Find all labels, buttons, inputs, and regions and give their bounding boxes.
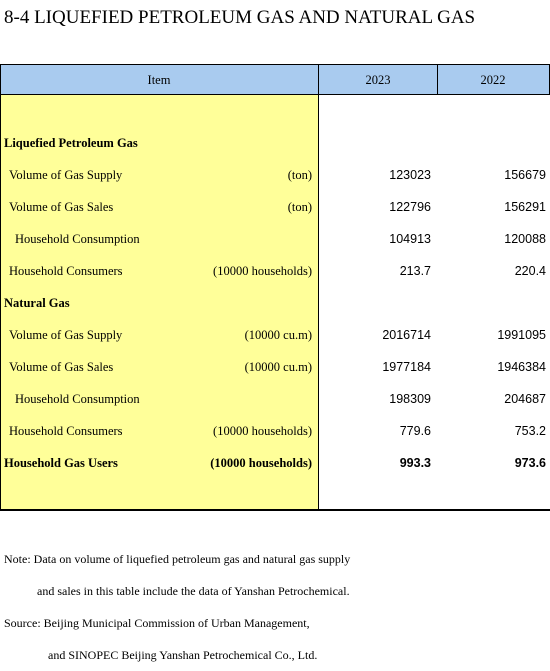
row-label: Household Consumption bbox=[15, 231, 140, 246]
col-divider bbox=[437, 64, 438, 95]
cell-value: 1977184 bbox=[382, 359, 431, 374]
cell-value: 753.2 bbox=[514, 423, 546, 438]
row-unit: (10000 cu.m) bbox=[244, 327, 312, 342]
cell-value: 104913 bbox=[389, 231, 431, 246]
cell-value: 993.3 bbox=[399, 455, 431, 470]
cell-value: 120088 bbox=[504, 231, 546, 246]
row-label: Household Gas Users bbox=[4, 455, 118, 470]
column-header: 2022 bbox=[480, 72, 506, 87]
row-label: Volume of Gas Supply bbox=[9, 167, 123, 182]
row-label: Liquefied Petroleum Gas bbox=[4, 135, 138, 150]
cell-value: 1946384 bbox=[497, 359, 546, 374]
cell-value: 156679 bbox=[504, 167, 546, 182]
note: Note: Data on volume of liquefied petrol… bbox=[4, 552, 351, 566]
left-border bbox=[0, 64, 1, 510]
row-unit: (10000 households) bbox=[213, 263, 312, 278]
cell-value: 779.6 bbox=[399, 423, 431, 438]
row-label: Natural Gas bbox=[4, 295, 70, 310]
note: and sales in this table include the data… bbox=[37, 584, 350, 598]
row-unit: (10000 households) bbox=[213, 423, 312, 438]
row-unit: (10000 households) bbox=[210, 455, 312, 470]
cell-value: 1991095 bbox=[497, 327, 546, 342]
item-column bbox=[0, 95, 318, 510]
column-header: 2023 bbox=[365, 72, 391, 87]
cell-value: 198309 bbox=[389, 391, 431, 406]
cell-value: 123023 bbox=[389, 167, 431, 182]
cell-value: 156291 bbox=[504, 199, 546, 214]
row-unit: (10000 cu.m) bbox=[244, 359, 312, 374]
note: and SINOPEC Beijing Yanshan Petrochemica… bbox=[48, 648, 318, 662]
cell-value: 220.4 bbox=[514, 263, 546, 278]
col-divider bbox=[318, 64, 319, 510]
row-label: Volume of Gas Sales bbox=[9, 359, 114, 374]
row-label: Household Consumers bbox=[9, 423, 123, 438]
title: 8-4 LIQUEFIED PETROLEUM GAS AND NATURAL … bbox=[4, 7, 476, 28]
cell-value: 2016714 bbox=[382, 327, 431, 342]
row-label: Household Consumption bbox=[15, 391, 140, 406]
row-unit: (ton) bbox=[287, 199, 312, 214]
cell-value: 973.6 bbox=[514, 455, 546, 470]
note: Source: Beijing Municipal Commission of … bbox=[4, 616, 310, 630]
row-unit: (ton) bbox=[287, 167, 312, 182]
header-band bbox=[0, 64, 550, 95]
cell-value: 204687 bbox=[504, 391, 546, 406]
row-label: Household Consumers bbox=[9, 263, 123, 278]
cell-value: 122796 bbox=[389, 199, 431, 214]
column-header: Item bbox=[147, 72, 171, 87]
row-label: Volume of Gas Supply bbox=[9, 327, 123, 342]
cell-value: 213.7 bbox=[399, 263, 431, 278]
bottom-rule bbox=[0, 509, 550, 511]
row-label: Volume of Gas Sales bbox=[9, 199, 114, 214]
